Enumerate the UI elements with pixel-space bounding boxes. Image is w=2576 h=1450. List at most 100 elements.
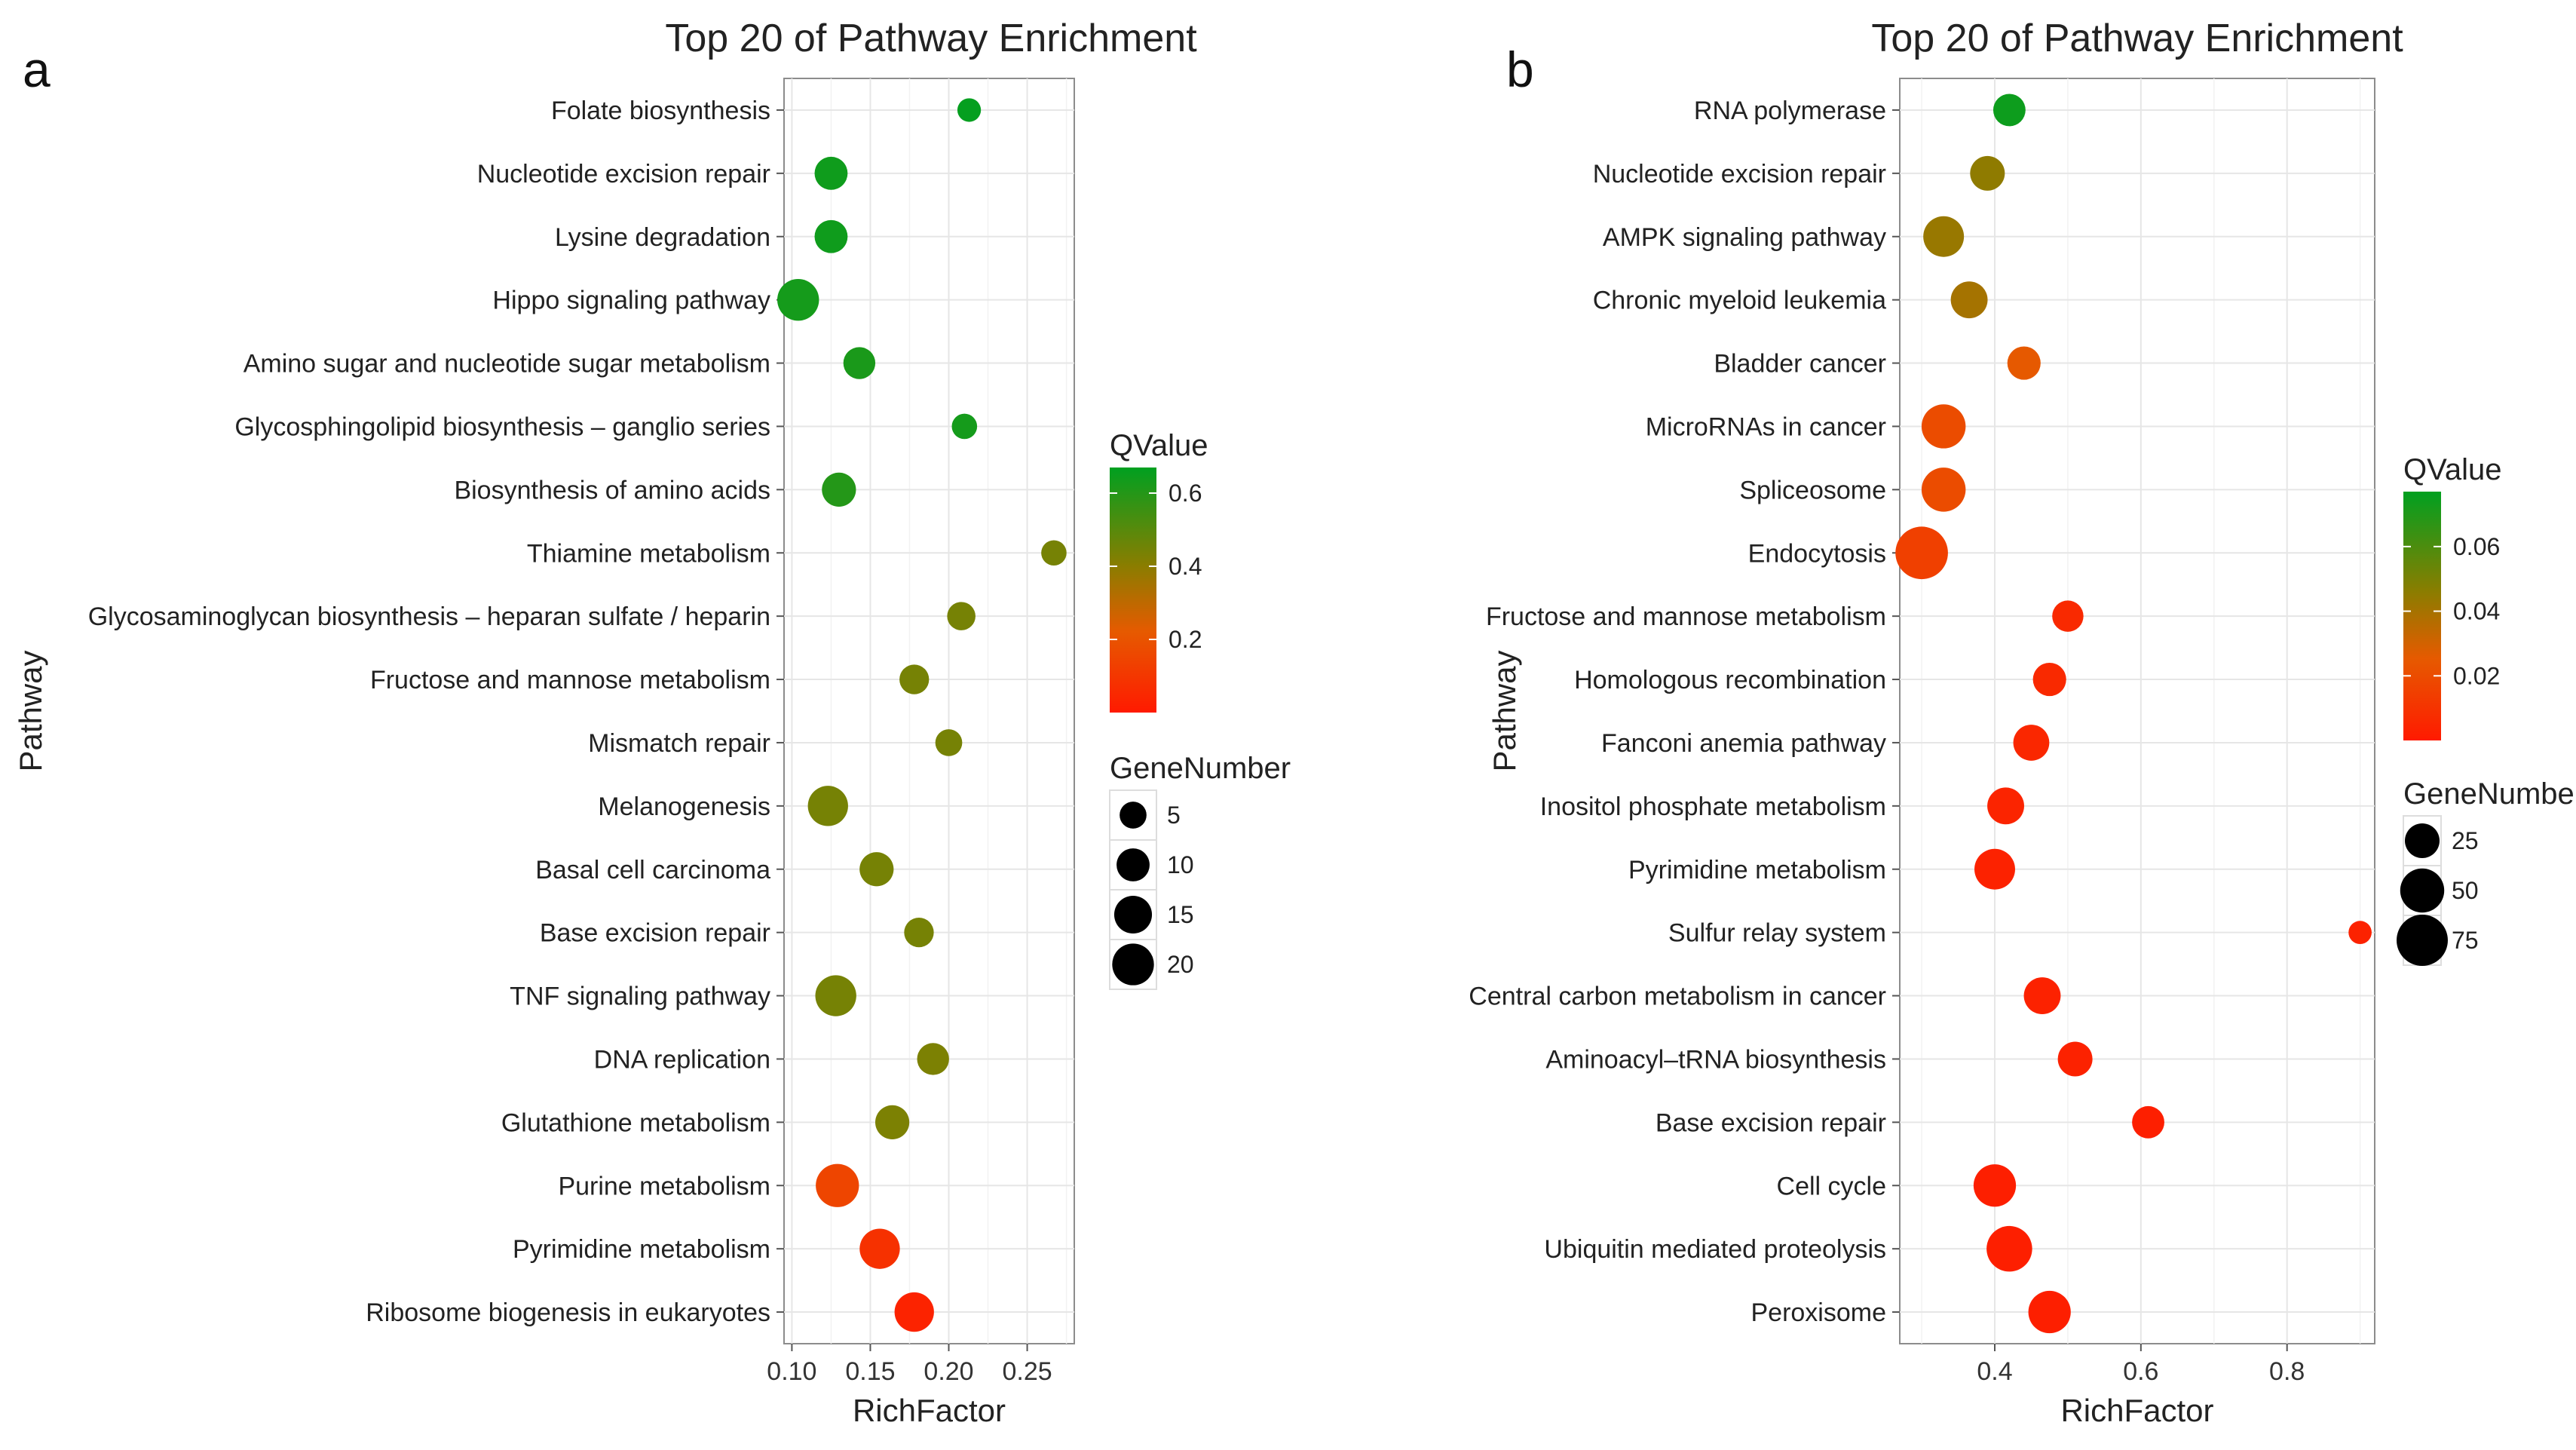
panel-b-data-point [1970,155,2005,191]
panel-b-category-label: Pyrimidine metabolism [1628,856,1886,884]
panel-b-colorbar-tick-label: 0.04 [2453,598,2500,625]
panel-a-x-axis-title: RichFactor [853,1393,1006,1428]
panel-b-title: Top 20 of Pathway Enrichment [1871,17,2403,60]
panel-a-category-label: Fructose and mannose metabolism [370,666,770,694]
panel-b-category-label: Aminoacyl–tRNA biosynthesis [1545,1045,1886,1074]
panel-b-size-legend-dot [2405,823,2440,858]
panel-a-size-legend-label: 20 [1167,951,1194,978]
panel-a-data-point [947,602,976,630]
panel-a-data-point [1041,540,1067,566]
panel-b-data-point [2052,600,2084,632]
panel-a-size-legend-label: 5 [1167,802,1181,829]
panel-a-y-axis-title: Pathway [13,650,48,771]
panel-b-data-point [1973,1164,2017,1207]
panel-a-data-point [815,975,856,1016]
panel-b-data-point [2028,1290,2071,1334]
panel-b-plot-area [1899,78,2375,1344]
panel-b-data-point [1950,281,1988,319]
panel-b-qvalue-legend-title: QValue [2403,453,2501,486]
panel-b-data-point [2132,1105,2164,1139]
panel-b-category-label: Sulfur relay system [1668,919,1886,948]
panel-a-size-legend-dot [1113,895,1153,934]
panel-b-letter: b [1506,41,1534,97]
panel-b-category-label: Peroxisome [1751,1298,1886,1327]
panel-b-data-point [1987,787,2024,825]
panel-a-data-point [875,1105,910,1139]
panel-a-category-label: Basal cell carcinoma [535,856,770,884]
panel-b-data-point [1923,216,1965,257]
panel-b-size-legend-dot [2397,915,2448,966]
panel-a-colorbar-tick-label: 0.2 [1169,626,1202,653]
panel-a-category-label: Melanogenesis [598,792,770,821]
panel-a-category-label: Thiamine metabolism [527,539,770,568]
panel-a-category-label: Lysine degradation [555,223,770,252]
panel-a-data-point [917,1043,949,1075]
panel-b-category-label: Base excision repair [1656,1108,1886,1137]
panel-b-data-point [1986,1225,2032,1272]
panel-b-category-label: Ubiquitin mediated proteolysis [1544,1235,1886,1264]
panel-a-data-point [894,1292,934,1332]
panel-b-data-point [1895,526,1948,580]
panel-a-data-point [816,1163,859,1207]
panel-b-category-label: Chronic myeloid leukemia [1593,287,1886,315]
panel-b-data-point [2032,662,2066,697]
panel-b-data-point [1974,848,2015,890]
panel-a-colorbar-tick-label: 0.6 [1169,480,1202,507]
panel-b-y-axis-title: Pathway [1487,650,1522,771]
panel-a-data-point [859,852,894,887]
panel-a-size-legend-dot [1112,943,1154,986]
panel-b-genenumber-legend-title: GeneNumber [2403,777,2576,811]
panel-a-data-point [822,472,856,507]
panel-a-plot-area [783,78,1075,1344]
panel-a-data-point [814,156,848,190]
panel-b-data-point [2348,921,2372,944]
panel-a-qvalue-legend-title: QValue [1110,429,1208,462]
panel-b-colorbar-tick-label: 0.06 [2453,533,2500,560]
panel-a-category-label: Pyrimidine metabolism [513,1235,770,1264]
panel-a-category-label: Base excision repair [540,919,770,948]
panel-a-x-tick-label: 0.25 [1002,1357,1052,1386]
panel-b-category-label: MicroRNAs in cancer [1646,412,1886,441]
panel-b-size-legend-label: 75 [2452,927,2479,954]
panel-a-x-tick-label: 0.20 [924,1357,973,1386]
panel-b-category-label: RNA polymerase [1694,97,1886,125]
panel-a-category-label: Folate biosynthesis [551,97,770,125]
panel-a-x-tick-label: 0.15 [845,1357,895,1386]
panel-a-data-point [951,413,978,440]
panel-a-colorbar-tick-label: 0.4 [1169,553,1202,580]
panel-a-size-legend-dot [1120,802,1147,829]
panel-a-category-label: Glycosphingolipid biosynthesis – ganglio… [234,412,770,441]
panel-b-data-point [1921,404,1966,449]
panel-a-category-label: Mismatch repair [588,729,770,758]
panel-a-data-point [807,786,848,826]
panel-b-data-point [1921,467,1966,512]
panel-b-size-legend-dot [2400,868,2445,913]
panel-a-data-point [899,664,930,694]
panel-b-category-label: Endocytosis [1748,539,1886,568]
panel-a-size-legend-label: 10 [1167,851,1194,878]
panel-b-category-label: Bladder cancer [1714,350,1886,379]
panel-a-data-point [777,278,819,321]
panel-a-x-tick-label: 0.10 [767,1357,816,1386]
panel-b-category-label: Central carbon metabolism in cancer [1469,983,1886,1011]
panel-b-data-point [2057,1041,2093,1077]
panel-a-category-label: Glutathione metabolism [501,1108,770,1137]
panel-b-data-point [2023,977,2061,1014]
panel-b-x-tick-label: 0.6 [2123,1357,2158,1386]
panel-a-letter: a [23,41,51,97]
panel-b-x-tick-label: 0.8 [2269,1357,2305,1386]
panel-a-category-label: Hippo signaling pathway [492,287,770,315]
panel-b-category-label: Spliceosome [1739,476,1886,504]
panel-a-category-label: DNA replication [594,1045,770,1074]
panel-a-genenumber-legend-title: GeneNumber [1110,752,1291,785]
panel-a-data-point [814,219,848,253]
panel-a-category-label: Purine metabolism [558,1172,770,1200]
panel-b-data-point [2013,725,2050,761]
panel-a-title: Top 20 of Pathway Enrichment [665,17,1197,60]
panel-b-data-point [2007,346,2041,380]
panel-b-category-label: AMPK signaling pathway [1603,223,1886,252]
panel-a-category-label: TNF signaling pathway [510,983,770,1011]
panel-a-qvalue-colorbar [1110,467,1156,713]
panel-b-data-point [1992,93,2026,127]
